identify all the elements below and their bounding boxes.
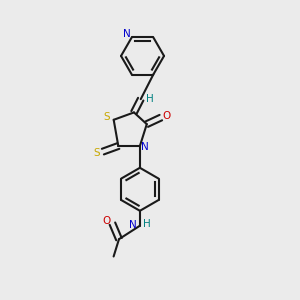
- Text: S: S: [104, 112, 110, 122]
- Text: O: O: [102, 216, 111, 226]
- Text: S: S: [93, 148, 100, 158]
- Text: O: O: [163, 111, 171, 121]
- Text: N: N: [141, 142, 149, 152]
- Text: H: H: [146, 94, 154, 103]
- Text: N: N: [122, 29, 130, 39]
- Text: N: N: [129, 220, 137, 230]
- Text: H: H: [142, 219, 150, 229]
